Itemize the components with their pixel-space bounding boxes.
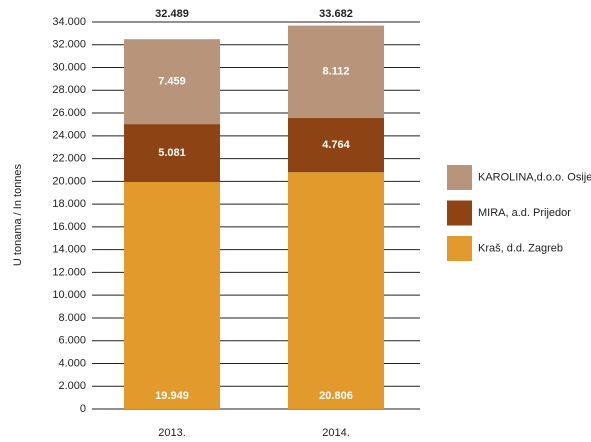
y-tick-label: 4.000: [58, 357, 86, 369]
value-label: 4.764: [322, 139, 350, 151]
value-label: 8.112: [323, 66, 350, 78]
x-tick-label: 2014.: [322, 427, 350, 439]
y-tick-label: 20.000: [52, 175, 86, 187]
y-axis-label: U tonama / In tonnes: [12, 163, 24, 266]
y-tick-label: 30.000: [52, 61, 86, 73]
y-tick-label: 24.000: [52, 130, 86, 142]
bar-segment: [124, 39, 220, 125]
y-tick-label: 32.000: [52, 39, 86, 51]
y-tick-label: 14.000: [52, 244, 86, 256]
y-tick-label: 34.000: [52, 16, 86, 28]
y-tick-label: 6.000: [58, 335, 86, 347]
legend-label: KAROLINA,d.o.o. Osijek: [478, 171, 591, 183]
value-label: 20.806: [319, 390, 353, 402]
y-tick-label: 8.000: [58, 312, 86, 324]
legend-swatch: [447, 200, 472, 226]
y-tick-label: 10.000: [52, 289, 86, 301]
legend-swatch: [447, 165, 472, 190]
y-tick-label: 18.000: [52, 198, 86, 210]
bar-segment: [288, 25, 384, 118]
total-label: 32.489: [155, 8, 189, 20]
bar-segment: [124, 181, 220, 409]
y-tick-label: 16.000: [52, 221, 86, 233]
legend-swatch: [447, 236, 472, 261]
bar-segment: [288, 172, 384, 409]
y-tick-label: 26.000: [52, 107, 86, 119]
y-tick-label: 2.000: [58, 380, 86, 392]
x-tick-label: 2013.: [158, 427, 186, 439]
y-tick-label: 22.000: [52, 152, 86, 164]
legend-label: MIRA, a.d. Prijedor: [478, 207, 571, 219]
total-label: 33.682: [319, 8, 353, 20]
value-label: 7.459: [158, 76, 186, 88]
value-label: 19.949: [155, 390, 189, 402]
bar-segment: [124, 124, 220, 182]
value-label: 5.081: [158, 147, 186, 159]
bar-segment: [288, 117, 384, 173]
y-tick-label: 12.000: [52, 266, 86, 278]
legend-label: Kraš, d.d. Zagreb: [478, 242, 563, 254]
y-tick-label: 0: [80, 403, 86, 415]
y-tick-label: 28.000: [52, 84, 86, 96]
